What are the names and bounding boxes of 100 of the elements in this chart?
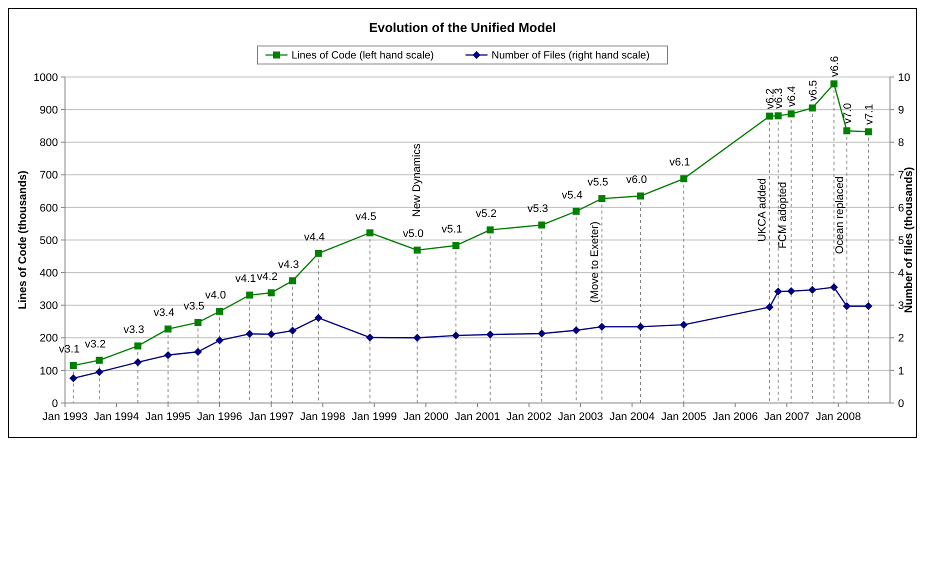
point bbox=[808, 104, 816, 112]
x-tick-label: Jan 1997 bbox=[248, 411, 294, 423]
x-tick-label: Jan 1995 bbox=[145, 411, 191, 423]
point bbox=[194, 318, 202, 326]
point bbox=[70, 362, 77, 370]
point bbox=[314, 314, 322, 322]
point bbox=[538, 222, 546, 229]
ref-line-label: v4.0 bbox=[205, 289, 226, 302]
x-tick-label: Jan 2002 bbox=[506, 411, 552, 423]
ref-line-label: v5.5 bbox=[587, 176, 608, 189]
y-tick-label: 400 bbox=[40, 267, 58, 280]
y2-tick-label: 8 bbox=[898, 137, 904, 150]
point bbox=[452, 242, 460, 250]
ref-line-label: v5.3 bbox=[527, 203, 548, 216]
y-tick-label: 700 bbox=[40, 170, 58, 182]
ref-line-label: v5.1 bbox=[442, 224, 462, 236]
ref-line-label: v5.0 bbox=[402, 228, 424, 240]
point bbox=[134, 358, 142, 366]
y2-tick-label: 0 bbox=[898, 398, 904, 410]
x-tick-label: Jan 2000 bbox=[403, 411, 448, 423]
point bbox=[486, 226, 494, 234]
point bbox=[774, 112, 782, 120]
point bbox=[486, 330, 494, 339]
point bbox=[268, 289, 275, 296]
y2-tick-label: 6 bbox=[898, 202, 904, 214]
point bbox=[766, 112, 774, 120]
point bbox=[452, 332, 460, 340]
ref-line-label: v4.2 bbox=[256, 270, 278, 283]
point bbox=[788, 110, 795, 118]
ref-line-label: v7.0 bbox=[842, 102, 854, 124]
y2-tick-label: 4 bbox=[898, 267, 904, 280]
ref-line-label: v4.5 bbox=[356, 210, 376, 223]
point bbox=[572, 208, 580, 215]
point bbox=[69, 374, 78, 382]
y-tick-label: 0 bbox=[52, 398, 58, 410]
point bbox=[134, 342, 142, 350]
y-tick-label: 200 bbox=[40, 332, 58, 345]
x-tick-label: Jan 1994 bbox=[94, 411, 140, 423]
point bbox=[864, 128, 872, 136]
ref-line-label: v4.1 bbox=[235, 273, 256, 286]
point bbox=[774, 288, 782, 296]
y2-axis-title: Number of files (thousands) bbox=[903, 166, 915, 314]
point bbox=[680, 175, 688, 182]
x-tick-label: Jan 1999 bbox=[352, 411, 397, 423]
y2-tick-label: 9 bbox=[898, 104, 904, 116]
annotation: UKCA added bbox=[756, 178, 769, 242]
y-tick-label: 300 bbox=[40, 300, 58, 312]
point bbox=[366, 229, 374, 236]
legend-label: Lines of Code (left hand scale) bbox=[292, 50, 434, 62]
point bbox=[636, 322, 645, 331]
point bbox=[830, 80, 838, 88]
ref-line-label: v5.4 bbox=[562, 189, 583, 202]
point bbox=[538, 330, 546, 338]
ref-line-label: v6.5 bbox=[807, 80, 820, 101]
x-tick-label: Jan 1998 bbox=[300, 411, 346, 423]
ref-line-label: v6.0 bbox=[626, 174, 647, 186]
point bbox=[766, 303, 774, 312]
y2-tick-label: 5 bbox=[898, 234, 904, 247]
x-tick-label: Jan 2007 bbox=[764, 411, 810, 423]
ref-line-label: v6.6 bbox=[828, 56, 841, 77]
point bbox=[288, 326, 297, 335]
point bbox=[843, 127, 850, 134]
y2-tick-label: 1 bbox=[898, 365, 904, 378]
x-tick-label: Jan 1996 bbox=[196, 411, 242, 423]
point bbox=[164, 326, 172, 332]
y2-tick-label: 2 bbox=[898, 332, 904, 345]
x-tick-label: Jan 2003 bbox=[558, 411, 604, 423]
legend-label: Number of Files (right hand scale) bbox=[492, 50, 650, 62]
annotation: New Dynamics bbox=[410, 143, 423, 217]
point bbox=[598, 195, 606, 202]
ref-line-label: v7.1 bbox=[863, 104, 876, 125]
y-tick-label: 100 bbox=[40, 365, 58, 378]
point bbox=[194, 348, 202, 356]
annotation: (Move to Exeter) bbox=[588, 222, 601, 303]
point bbox=[216, 336, 224, 344]
point bbox=[864, 302, 872, 310]
point bbox=[787, 287, 796, 296]
y-tick-label: 600 bbox=[40, 202, 58, 214]
y2-tick-label: 10 bbox=[898, 72, 910, 84]
point bbox=[680, 320, 688, 329]
ref-line-label: v5.2 bbox=[476, 208, 497, 220]
point bbox=[414, 246, 421, 254]
point bbox=[95, 368, 104, 376]
ref-line-label: v3.2 bbox=[84, 338, 106, 350]
point bbox=[637, 192, 644, 200]
point bbox=[289, 277, 296, 284]
point bbox=[246, 330, 254, 338]
x-tick-label: Jan 2006 bbox=[712, 411, 758, 423]
y-tick-label: 500 bbox=[40, 234, 58, 247]
point bbox=[830, 283, 838, 292]
point bbox=[96, 356, 103, 364]
point bbox=[246, 292, 254, 299]
point bbox=[366, 333, 374, 342]
point bbox=[216, 308, 224, 315]
ref-line-label: v3.3 bbox=[123, 324, 144, 336]
point bbox=[572, 326, 580, 334]
ref-line-label: v4.3 bbox=[278, 258, 299, 271]
ref-line-label: v4.4 bbox=[304, 231, 325, 244]
x-tick-label: Jan 1993 bbox=[42, 411, 88, 423]
annotation: Ocean replaced bbox=[834, 176, 846, 254]
